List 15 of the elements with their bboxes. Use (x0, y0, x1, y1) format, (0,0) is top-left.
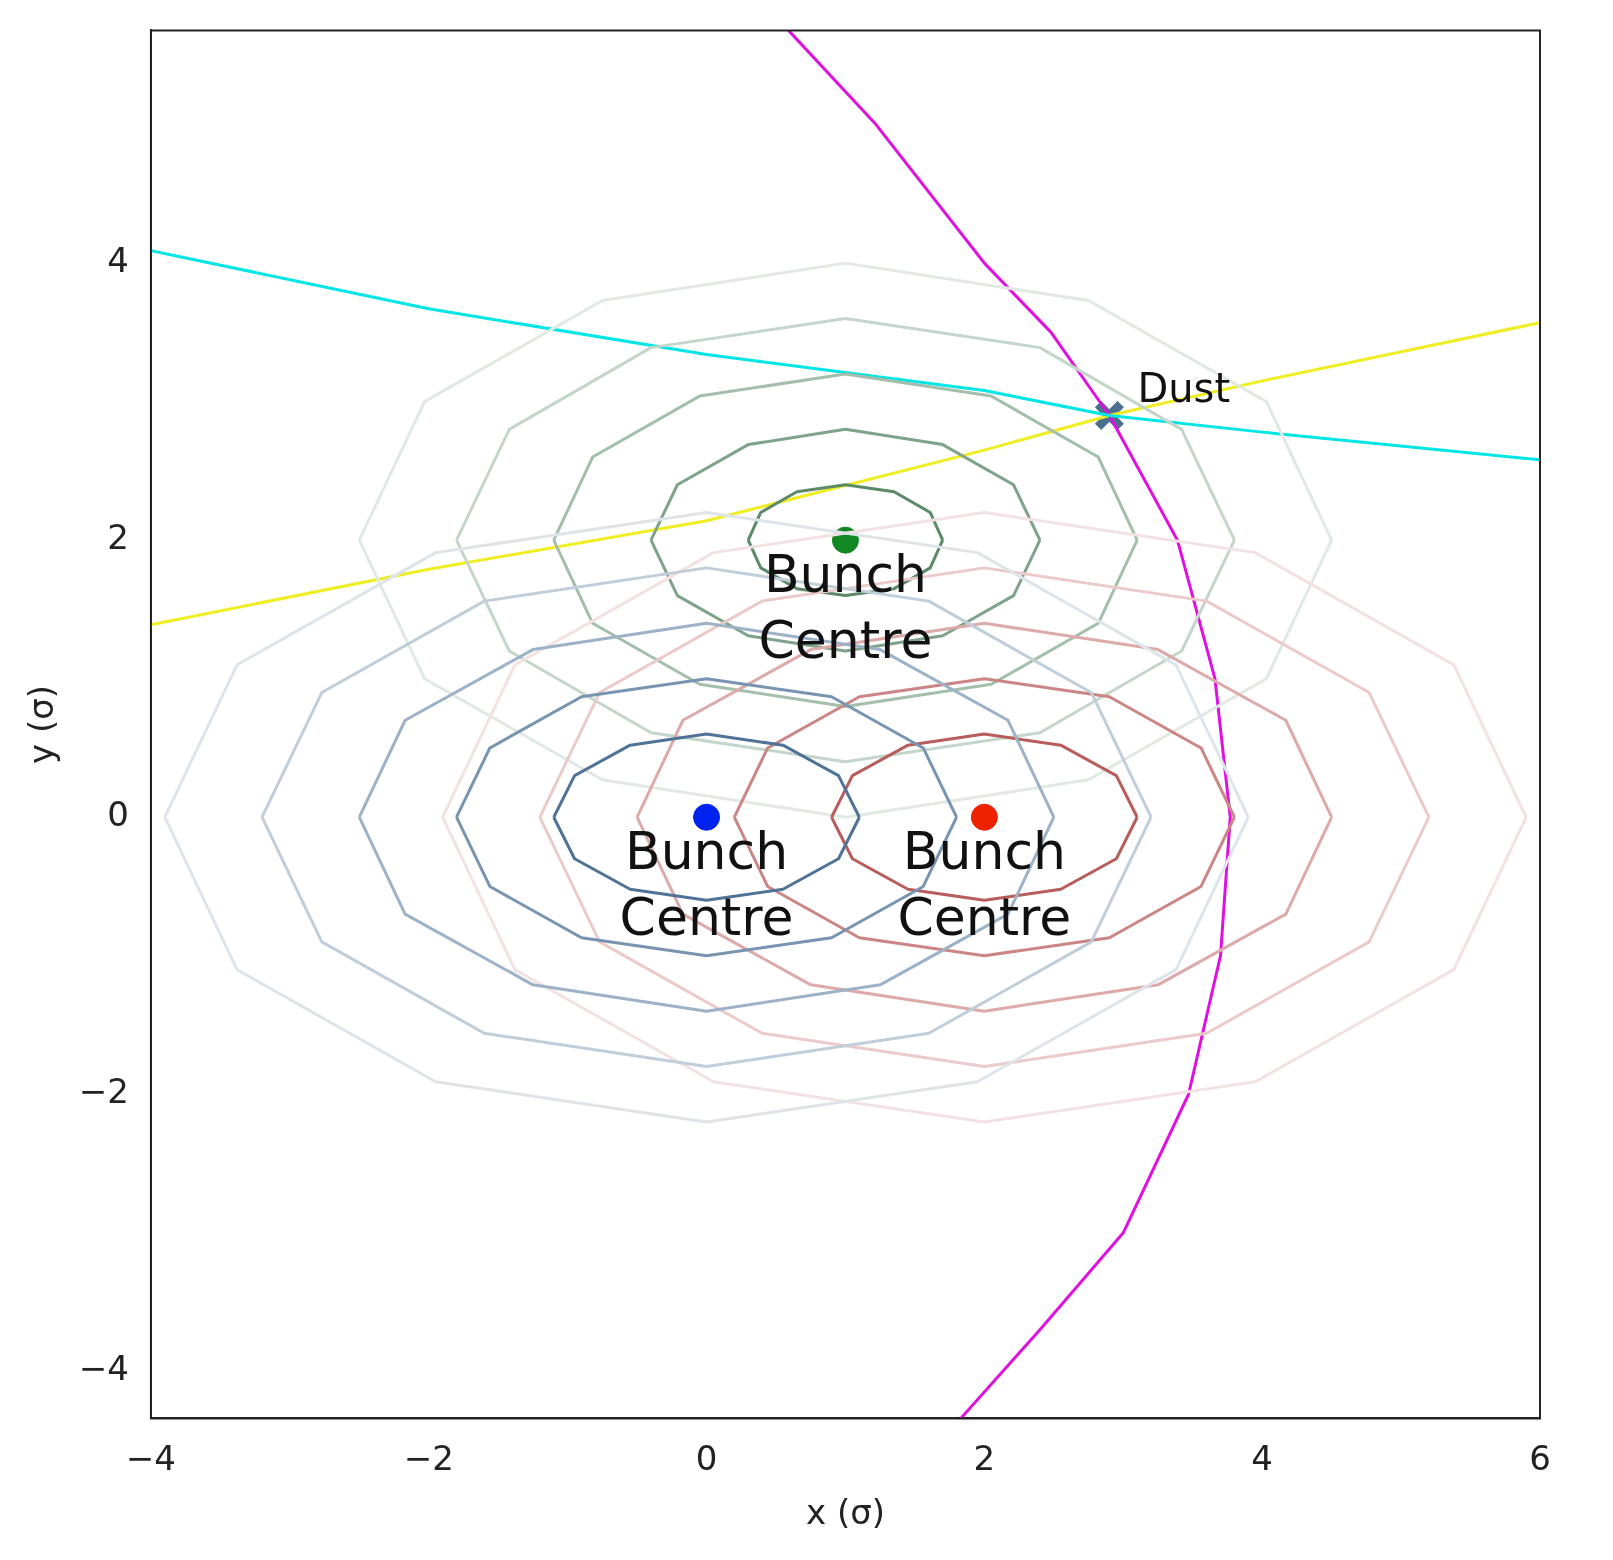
x-tick-label: 4 (1251, 1437, 1273, 1478)
x-tick-label: 0 (695, 1437, 718, 1478)
x-axis-title: x (σ) (805, 1492, 885, 1533)
x-tick-label: 2 (973, 1437, 996, 1478)
y-axis-title: y (σ) (21, 684, 62, 764)
annotation: Dust (1137, 364, 1231, 411)
x-tick-label: −2 (403, 1437, 454, 1478)
x-tick-label: 6 (1529, 1437, 1551, 1478)
y-tick-label: 4 (107, 239, 129, 280)
y-tick-label: −4 (78, 1348, 129, 1389)
annotation: Bunch Centre (758, 543, 933, 670)
annotation: Bunch Centre (619, 820, 794, 947)
y-tick-label: 0 (107, 794, 129, 835)
y-tick-label: −2 (78, 1071, 129, 1112)
y-tick-label: 2 (107, 516, 129, 557)
